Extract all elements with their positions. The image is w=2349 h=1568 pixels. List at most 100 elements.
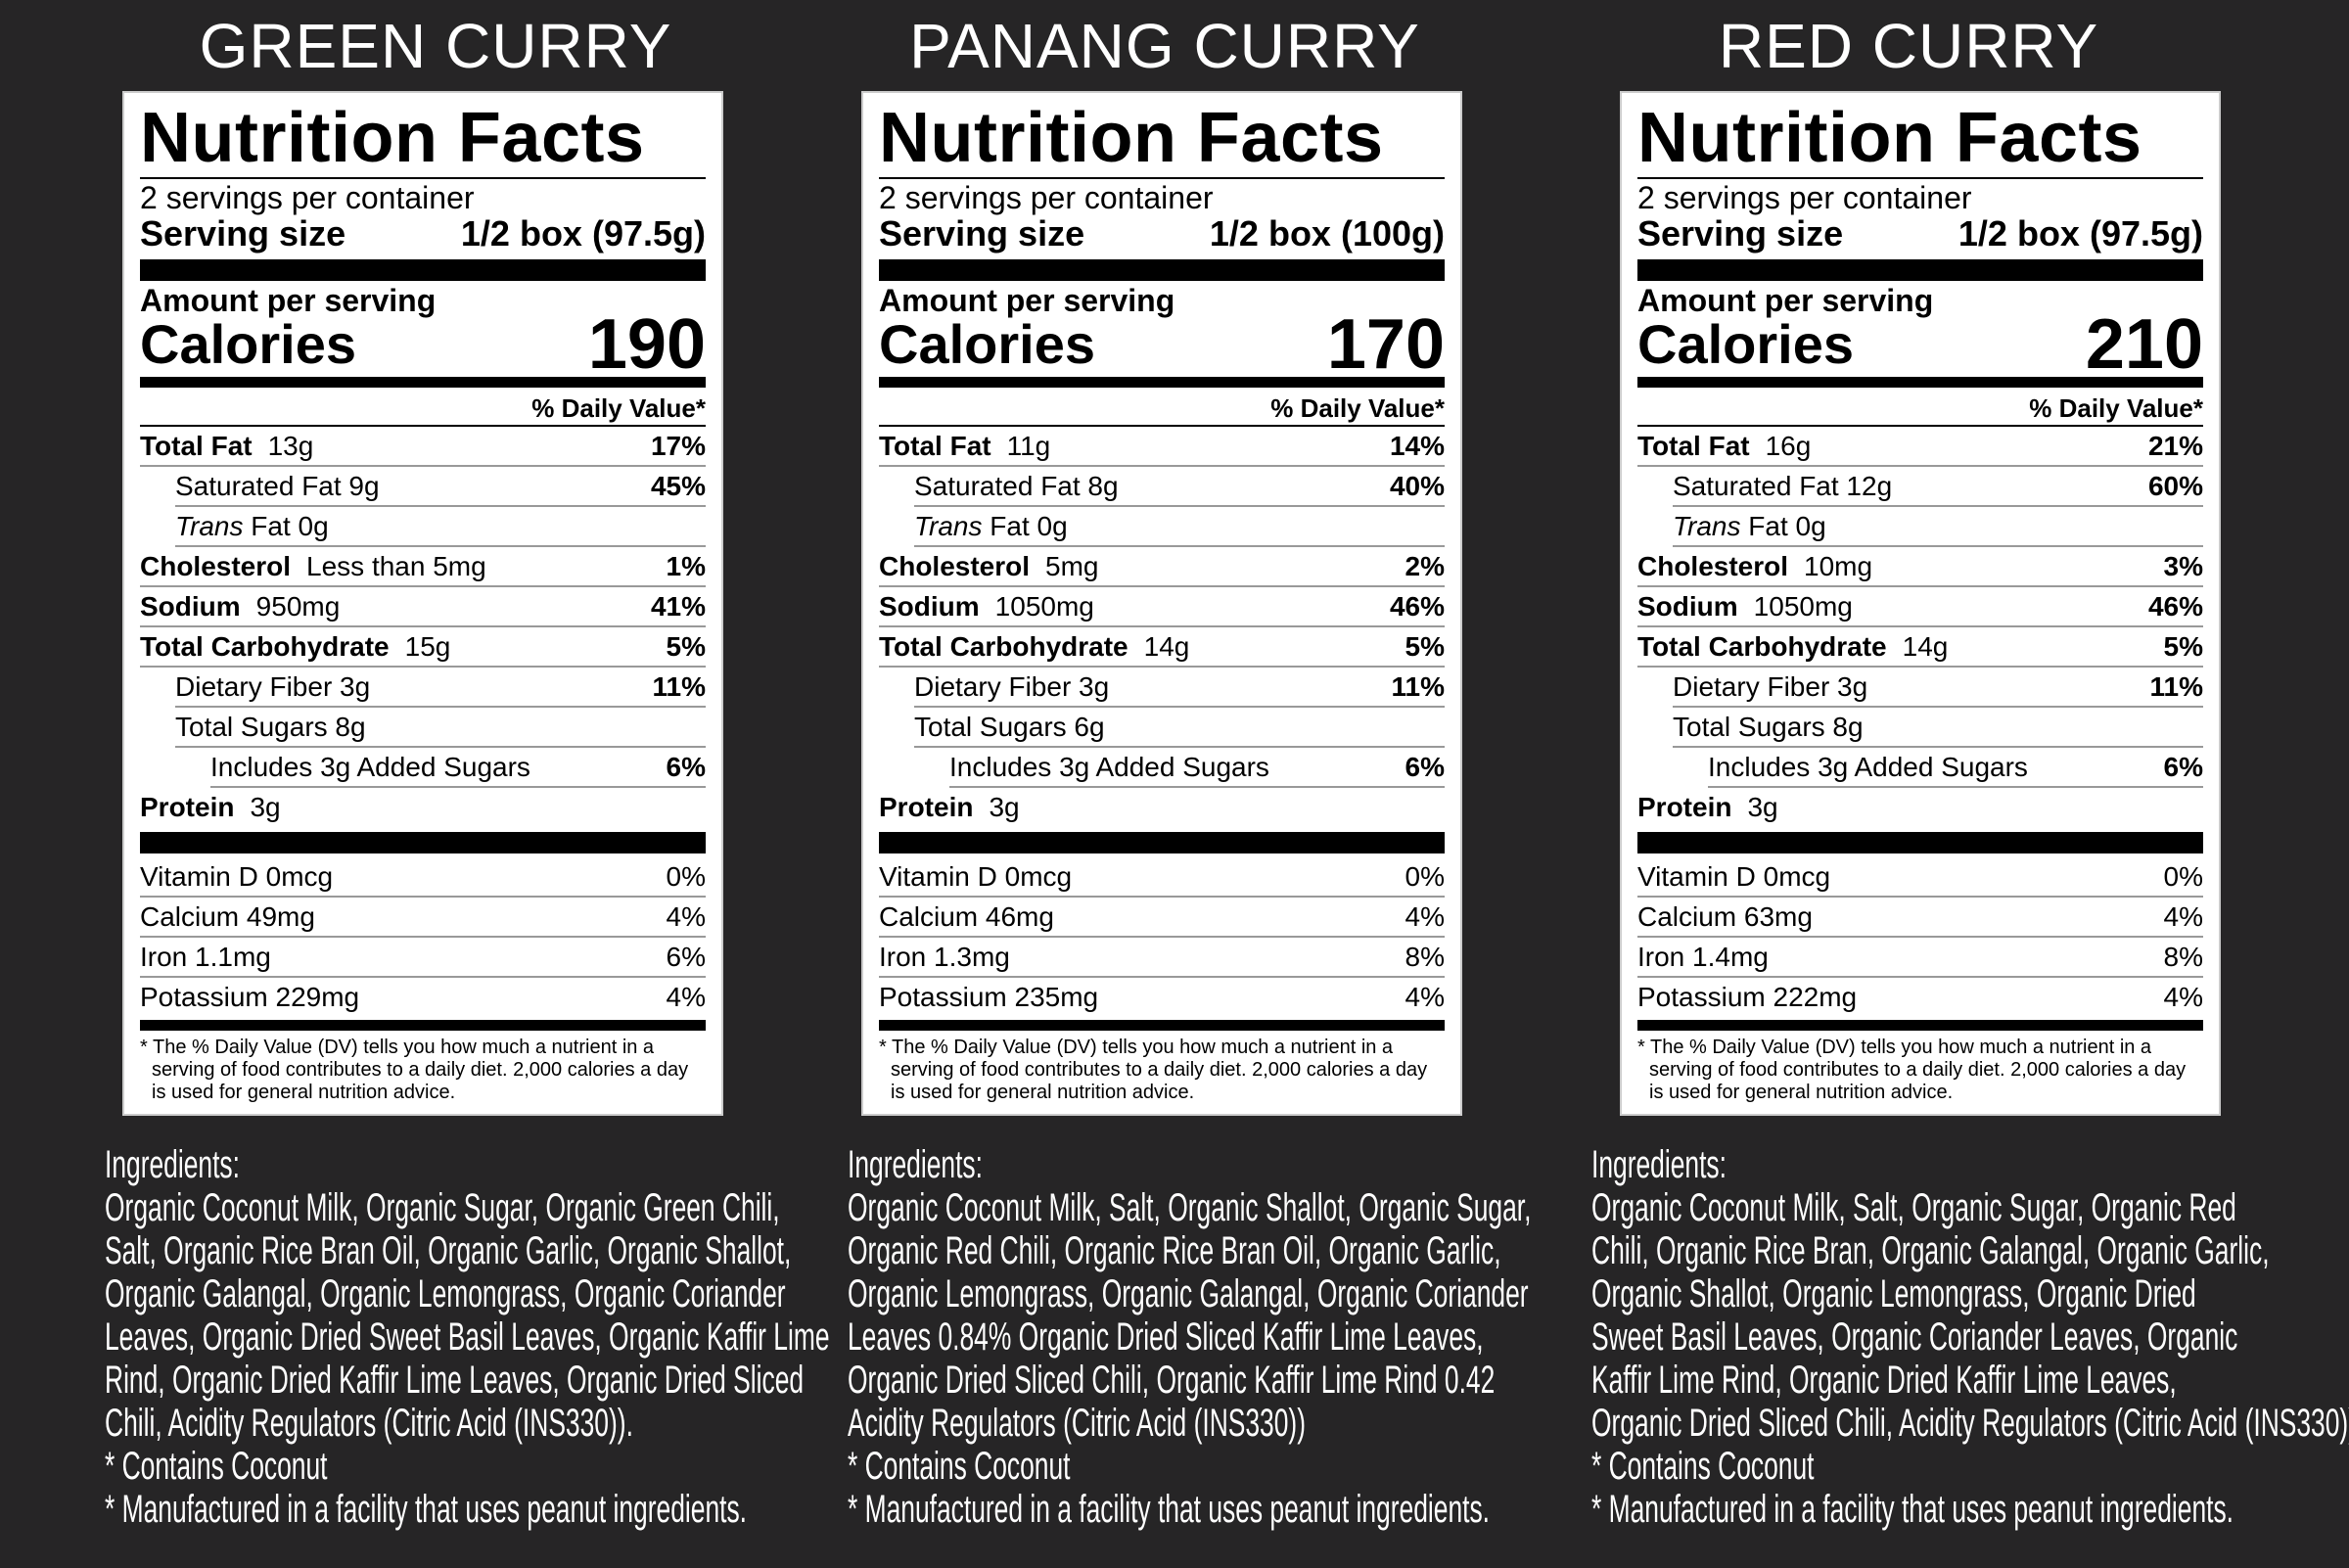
vitamin-label: Vitamin D 0mcg xyxy=(1637,861,1831,892)
vitamin-row: Potassium 235mg 4% xyxy=(879,978,1445,1016)
nutrient-row: Saturated Fat 9g 45% xyxy=(175,467,706,507)
nutrient-amount: 14g xyxy=(1143,631,1190,662)
nutrient-row: Sodium 1050mg 46% xyxy=(879,587,1445,627)
vitamin-row: Potassium 222mg 4% xyxy=(1637,978,2203,1016)
product-title: RED CURRY xyxy=(1718,11,2099,81)
calories-row: Calories 190 xyxy=(140,309,706,380)
vitamin-row: Vitamin D 0mcg 0% xyxy=(140,857,706,898)
nutrient-italic-prefix: Trans xyxy=(175,511,252,541)
nutrient-row: Protein 3g xyxy=(879,788,1445,826)
nutrient-daily-value: 40% xyxy=(1389,471,1445,501)
vitamin-daily-value: 4% xyxy=(2163,901,2203,932)
nutrient-daily-value: 14% xyxy=(1389,431,1445,461)
nutrient-label: Includes 3g Added Sugars xyxy=(210,752,530,782)
daily-value-footnote: * The % Daily Value (DV) tells you how m… xyxy=(1637,1037,2187,1103)
nutrient-daily-value: 45% xyxy=(650,471,706,501)
contains-note: * Contains Coconut xyxy=(848,1445,1071,1488)
nutrient-label: Protein xyxy=(879,792,974,822)
nutrient-daily-value: 41% xyxy=(650,591,706,622)
nutrient-label: Sodium xyxy=(879,591,980,622)
nutrient-daily-value: 5% xyxy=(2163,631,2203,662)
nutrient-row: Includes 3g Added Sugars 6% xyxy=(1708,748,2203,788)
nutrient-label: Sodium xyxy=(1637,591,1738,622)
ingredients-line: Chili, Organic Rice Bran, Organic Galang… xyxy=(1591,1229,2270,1272)
nutrient-label: Dietary Fiber 3g xyxy=(914,671,1110,702)
nutrient-row: Cholesterol 5mg 2% xyxy=(879,547,1445,587)
ingredients-block: Ingredients: Organic Coconut Milk, Organi… xyxy=(105,1143,830,1531)
vitamin-daily-value: 0% xyxy=(1405,861,1445,892)
nutrient-label: Dietary Fiber 3g xyxy=(175,671,371,702)
nutrient-daily-value: 6% xyxy=(2163,752,2203,782)
nutrient-italic-prefix: Trans xyxy=(1673,511,1749,541)
nutrient-row: Protein 3g xyxy=(1637,788,2203,826)
nutrient-name-amount: Trans Fat 0g xyxy=(175,507,329,545)
nutrient-label: Cholesterol xyxy=(140,551,292,581)
contains-note: * Contains Coconut xyxy=(105,1445,328,1488)
nutrient-label: Protein xyxy=(1637,792,1732,822)
ingredients-line: Sweet Basil Leaves, Organic Coriander Le… xyxy=(1591,1315,2238,1359)
nutrient-label: Includes 3g Added Sugars xyxy=(1708,752,2028,782)
vitamin-daily-value: 6% xyxy=(666,942,706,972)
vitamin-row: Iron 1.3mg 8% xyxy=(879,938,1445,978)
ingredients-line: Organic Dried Sliced Chili, Acidity Regu… xyxy=(1591,1402,2349,1445)
nutrient-name-amount: Total Sugars 8g xyxy=(175,708,366,746)
vitamin-daily-value: 4% xyxy=(1405,901,1445,932)
vitamin-row: Vitamin D 0mcg 0% xyxy=(879,857,1445,898)
nutrient-row: Saturated Fat 8g 40% xyxy=(914,467,1445,507)
serving-size-value: 1/2 box (97.5g) xyxy=(1958,213,2203,254)
serving-size-row: Serving size 1/2 box (97.5g) xyxy=(140,214,706,254)
nutrient-label: Includes 3g Added Sugars xyxy=(949,752,1269,782)
nutrient-name-amount: Total Fat 11g xyxy=(879,427,1050,465)
ingredients-line: Chili, Acidity Regulators (Citric Acid (… xyxy=(105,1402,633,1445)
nutrient-amount: 1050mg xyxy=(1753,591,1853,622)
ingredients-line: Organic Lemongrass, Organic Galangal, Or… xyxy=(848,1272,1529,1315)
nutrient-name-amount: Total Fat 16g xyxy=(1637,427,1811,465)
nutrient-name-amount: Dietary Fiber 3g xyxy=(914,668,1109,706)
ingredients-line: Organic Galangal, Organic Lemongrass, Or… xyxy=(105,1272,786,1315)
nutrient-daily-value: 5% xyxy=(666,631,706,662)
nutrient-daily-value: 21% xyxy=(2147,431,2203,461)
nutrient-name-amount: Saturated Fat 12g xyxy=(1673,467,1892,505)
vitamin-row: Iron 1.4mg 8% xyxy=(1637,938,2203,978)
nutrition-facts-title: Nutrition Facts xyxy=(140,99,706,179)
nutrient-row: Trans Fat 0g xyxy=(914,507,1445,547)
nutrient-name-amount: Dietary Fiber 3g xyxy=(175,668,370,706)
serving-size-row: Serving size 1/2 box (97.5g) xyxy=(1637,214,2203,254)
nutrient-amount: 3g xyxy=(1747,792,1778,822)
vitamin-row: Calcium 49mg 4% xyxy=(140,898,706,938)
vitamin-row: Iron 1.1mg 6% xyxy=(140,938,706,978)
nutrient-row: Total Carbohydrate 15g 5% xyxy=(140,627,706,668)
nutrient-amount: 15g xyxy=(404,631,451,662)
nutrient-name-amount: Dietary Fiber 3g xyxy=(1673,668,1867,706)
vitamin-row: Calcium 63mg 4% xyxy=(1637,898,2203,938)
servings-per-container: 2 servings per container xyxy=(879,180,1214,215)
nutrient-row: Dietary Fiber 3g 11% xyxy=(1673,668,2203,708)
ingredients-line: Salt, Organic Rice Bran Oil, Organic Gar… xyxy=(105,1229,792,1272)
nutrient-amount: 16g xyxy=(1765,431,1812,461)
nutrient-name-amount: Cholesterol 5mg xyxy=(879,547,1099,585)
nutrient-daily-value: 60% xyxy=(2147,471,2203,501)
nutrient-amount: 5mg xyxy=(1045,551,1099,581)
ingredients-heading: Ingredients: xyxy=(105,1143,240,1186)
nutrient-name-amount: Total Carbohydrate 14g xyxy=(1637,627,1948,666)
vitamin-daily-value: 4% xyxy=(2163,982,2203,1012)
vitamin-row: Potassium 229mg 4% xyxy=(140,978,706,1016)
vitamin-label: Vitamin D 0mcg xyxy=(879,861,1073,892)
nutrient-name-amount: Saturated Fat 9g xyxy=(175,467,380,505)
divider-thick xyxy=(1637,832,2203,853)
nutrient-label: Total Sugars 6g xyxy=(914,712,1105,742)
daily-value-footnote: * The % Daily Value (DV) tells you how m… xyxy=(140,1037,689,1103)
facility-note: * Manufactured in a facility that uses p… xyxy=(1591,1488,2234,1531)
vitamin-label: Calcium 49mg xyxy=(140,901,315,932)
ingredients-line: Kaffir Lime Rind, Organic Dried Kaffir L… xyxy=(1591,1359,2177,1402)
serving-size-label: Serving size xyxy=(140,213,346,254)
nutrient-row: Trans Fat 0g xyxy=(175,507,706,547)
serving-size-row: Serving size 1/2 box (100g) xyxy=(879,214,1445,254)
nutrition-facts-label: Nutrition Facts 2 servings per container S… xyxy=(861,91,1462,1116)
daily-value-header: % Daily Value* xyxy=(879,392,1445,427)
divider-thick xyxy=(140,832,706,853)
facility-note: * Manufactured in a facility that uses p… xyxy=(848,1488,1490,1531)
divider-thick xyxy=(879,259,1445,281)
ingredients-line: Organic Shallot, Organic Lemongrass, Org… xyxy=(1591,1272,2196,1315)
calories-value: 170 xyxy=(1326,305,1445,384)
